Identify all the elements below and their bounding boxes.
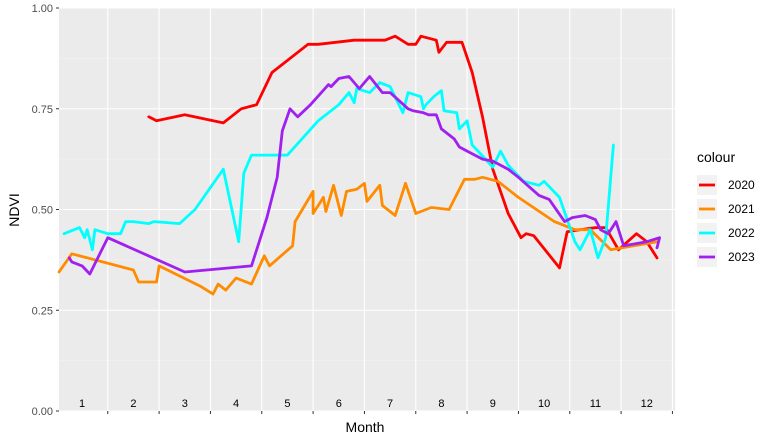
legend-label-2021: 2021 xyxy=(728,202,755,216)
month-label: 4 xyxy=(233,398,239,410)
legend-label-2023: 2023 xyxy=(728,250,755,264)
grid-minor xyxy=(59,58,675,361)
y-tick-label: 0.00 xyxy=(32,406,53,418)
month-label: 6 xyxy=(336,398,342,410)
y-tick-label: 1.00 xyxy=(32,3,53,15)
month-label: 12 xyxy=(641,398,653,410)
series-line-2021 xyxy=(57,175,659,296)
legend-label-2020: 2020 xyxy=(728,178,755,192)
series-layer xyxy=(57,34,661,296)
month-label: 7 xyxy=(387,398,393,410)
month-label: 5 xyxy=(284,398,290,410)
legend: colour 2020 2021 2022 2023 xyxy=(697,149,755,267)
series-line-2022 xyxy=(62,81,615,260)
month-labels: 1 2 3 4 5 6 7 8 9 10 11 12 xyxy=(79,398,653,410)
grid-major xyxy=(59,7,675,412)
y-tick-label: 0.75 xyxy=(32,104,53,116)
x-axis-title: Month xyxy=(346,419,385,435)
month-label: 1 xyxy=(79,398,85,410)
x-axis xyxy=(107,411,673,414)
month-label: 3 xyxy=(182,398,188,410)
legend-label-2022: 2022 xyxy=(728,226,755,240)
month-label: 11 xyxy=(590,398,601,410)
y-axis: 0.00 0.25 0.50 0.75 1.00 xyxy=(32,3,59,418)
y-tick-label: 0.50 xyxy=(32,205,53,217)
y-axis-title: NDVI xyxy=(6,193,22,226)
y-tick-label: 0.25 xyxy=(32,305,53,317)
month-label: 10 xyxy=(538,398,550,410)
legend-title: colour xyxy=(697,149,735,165)
series-line-2023 xyxy=(67,75,661,276)
month-label: 2 xyxy=(130,398,136,410)
month-label: 9 xyxy=(490,398,496,410)
month-label: 8 xyxy=(438,398,444,410)
